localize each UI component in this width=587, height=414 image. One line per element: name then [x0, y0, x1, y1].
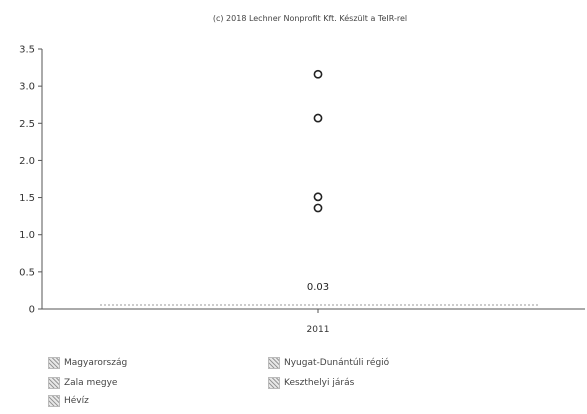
y-tick-label: 1.5 [19, 193, 35, 204]
data-point [313, 69, 323, 79]
y-tick-label: 0.5 [19, 267, 35, 278]
y-tick-label: 3.5 [19, 45, 35, 56]
data-point [313, 192, 323, 202]
y-tick-label: 0 [29, 305, 35, 316]
data-point [313, 203, 323, 213]
chart-title: (c) 2018 Lechner Nonprofit Kft. Készült … [213, 13, 407, 23]
y-tick-label: 2.5 [19, 119, 35, 130]
y-tick-label: 1.0 [19, 230, 35, 241]
x-tick-label: 2011 [307, 325, 330, 335]
data-points: 0.03 [307, 69, 329, 293]
y-tick-label: 3.0 [19, 82, 35, 93]
data-point [313, 113, 323, 123]
y-tick-label: 2.0 [19, 156, 35, 167]
axes: 0 0.5 1.0 1.5 2.0 2.5 3.0 3.5 2011 [19, 45, 585, 335]
data-label: 0.03 [307, 282, 329, 293]
